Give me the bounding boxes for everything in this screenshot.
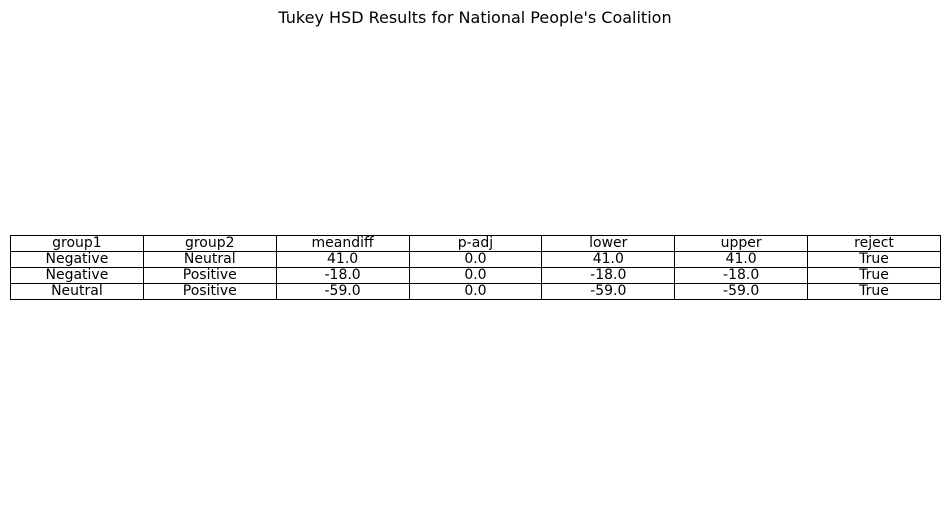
table-cell: 0.0 (408, 283, 543, 300)
table-cell: Positive (142, 283, 277, 300)
table-cell: -59.0 (275, 283, 410, 300)
header-cell: reject (807, 235, 941, 252)
table-cell: -18.0 (674, 267, 809, 284)
table-row: Negative Positive -18.0 0.0 -18.0 -18.0 … (10, 267, 941, 284)
table-cell: 41.0 (275, 251, 410, 268)
table-cell: 41.0 (674, 251, 809, 268)
header-cell: p-adj (408, 235, 543, 252)
table-cell: True (807, 251, 941, 268)
header-cell: group1 (10, 235, 144, 252)
tukey-results-table: group1 group2 meandiff p-adj lower upper… (10, 235, 941, 300)
chart-title: Tukey HSD Results for National People's … (278, 8, 672, 27)
table-cell: Positive (142, 267, 277, 284)
table-cell: Negative (10, 267, 144, 284)
table-cell: -18.0 (275, 267, 410, 284)
table-cell: Neutral (142, 251, 277, 268)
table-cell: Neutral (10, 283, 144, 300)
table-cell: True (807, 283, 941, 300)
header-cell: upper (674, 235, 809, 252)
table-cell: -18.0 (541, 267, 676, 284)
table-row: Negative Neutral 41.0 0.0 41.0 41.0 True (10, 251, 941, 268)
table-cell: -59.0 (541, 283, 676, 300)
table-cell: Negative (10, 251, 144, 268)
header-cell: meandiff (275, 235, 410, 252)
table-cell: True (807, 267, 941, 284)
table-cell: 41.0 (541, 251, 676, 268)
table-row: Neutral Positive -59.0 0.0 -59.0 -59.0 T… (10, 283, 941, 300)
header-cell: group2 (142, 235, 277, 252)
header-cell: lower (541, 235, 676, 252)
table-cell: 0.0 (408, 251, 543, 268)
table-cell: -59.0 (674, 283, 809, 300)
table-cell: 0.0 (408, 267, 543, 284)
table-header-row: group1 group2 meandiff p-adj lower upper… (10, 235, 941, 252)
